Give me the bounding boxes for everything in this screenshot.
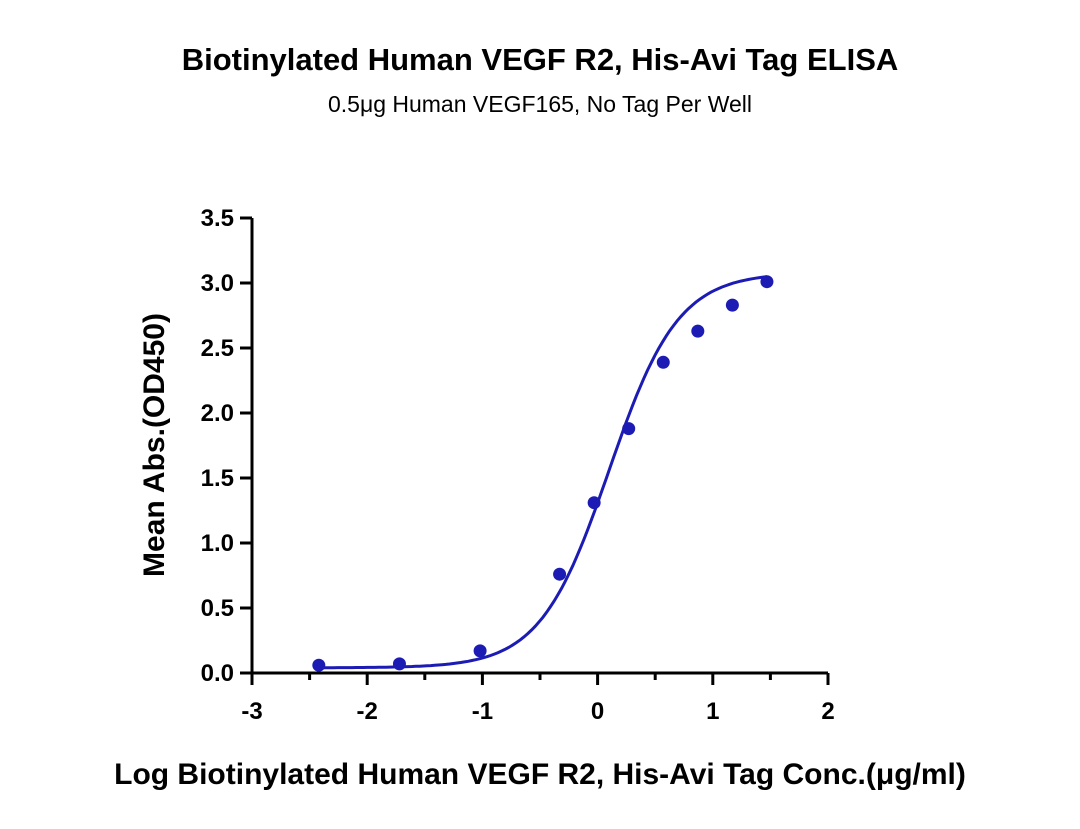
data-point [392,657,406,671]
x-tick-label: 1 [706,698,719,725]
chart-title: Biotinylated Human VEGF R2, His-Avi Tag … [182,42,899,77]
y-tick-label: 3.0 [201,270,234,297]
x-axis-label: Log Biotinylated Human VEGF R2, His-Avi … [114,758,966,791]
x-tick-label: -3 [241,698,262,725]
data-point [725,298,739,312]
y-tick-label: 3.5 [201,205,234,232]
y-tick-label: 1.0 [201,530,234,557]
data-point [691,324,705,338]
data-point [587,496,601,510]
x-tick-label: 0 [591,698,604,725]
data-point [656,355,670,369]
chart-subtitle: 0.5μg Human VEGF165, No Tag Per Well [328,91,752,117]
plot-area: 0.0 0.5 1.0 1.5 2.0 2.5 3.0 3.5 -3 -2 -1 0 1 2 [201,205,835,725]
y-tick-label: 0.5 [201,595,234,622]
y-tick-label: 2.5 [201,335,234,362]
x-tick-label: 2 [821,698,834,725]
data-point [760,275,774,289]
x-tick-label: -1 [472,698,493,725]
data-point [312,658,326,672]
y-tick-label: 0.0 [201,660,234,687]
x-tick-label: -2 [357,698,378,725]
y-tick-label: 1.5 [201,465,234,492]
data-point [473,644,487,658]
fit-curve [318,275,768,670]
y-axis-label: Mean Abs.(OD450) [138,313,171,577]
data-point [553,567,567,581]
data-point [622,422,636,436]
y-tick-label: 2.0 [201,400,234,427]
